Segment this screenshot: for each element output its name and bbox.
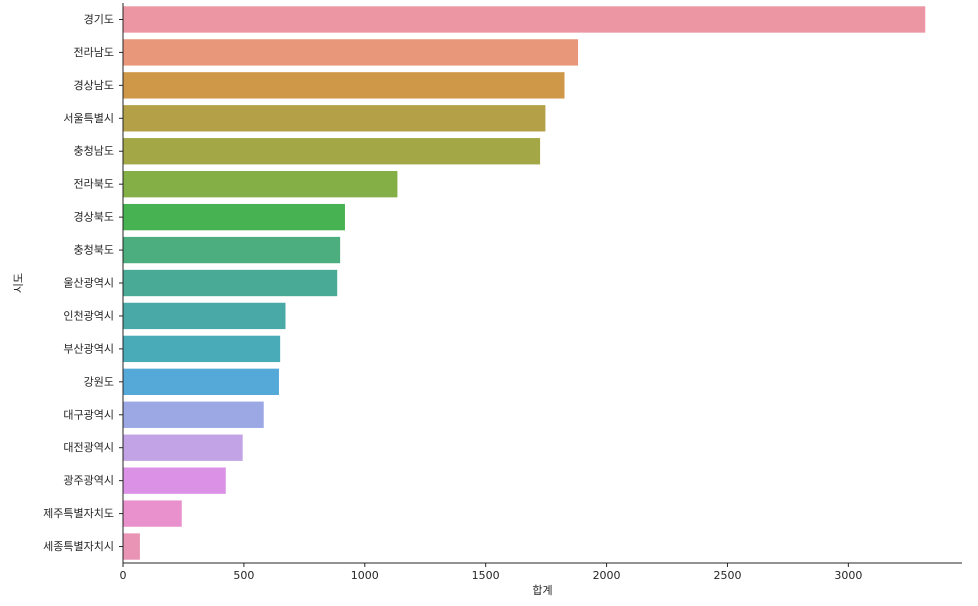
- bar: [123, 401, 264, 428]
- bar: [123, 138, 541, 165]
- bar: [123, 500, 182, 527]
- bar: [123, 105, 546, 132]
- y-tick-label: 제주특별자치도: [43, 507, 114, 520]
- bar: [123, 302, 286, 330]
- x-tick-labels: 0 500 1000 1500 2000 2500 3000: [120, 569, 863, 582]
- bar: [123, 72, 565, 99]
- bar: [123, 533, 140, 560]
- x-tick-label: 1000: [351, 569, 379, 582]
- x-tick-label: 0: [120, 569, 127, 582]
- y-tick-label: 대전광역시: [63, 441, 114, 454]
- x-tick-label: 3000: [834, 569, 862, 582]
- y-tick-label: 대구광역시: [63, 408, 114, 421]
- bar: [123, 6, 926, 33]
- bar: [123, 434, 243, 461]
- bar: [123, 171, 398, 198]
- y-tick-label: 경기도: [84, 13, 114, 26]
- y-tick-label: 전라북도: [74, 178, 114, 191]
- x-tick-marks: [122, 563, 849, 567]
- bar: [123, 368, 279, 395]
- x-tick-label: 2000: [593, 569, 621, 582]
- y-tick-label: 세종특별자치시: [43, 540, 114, 553]
- y-tick-label: 서울특별시: [63, 112, 114, 125]
- y-tick-label: 부산광역시: [63, 342, 114, 355]
- y-tick-label: 전라남도: [74, 46, 114, 59]
- y-tick-labels: 경기도전라남도경상남도서울특별시충청남도전라북도경상북도충청북도울산광역시인천광…: [43, 13, 114, 553]
- x-tick-label: 500: [233, 569, 254, 582]
- y-axis-label: 시도: [12, 273, 25, 293]
- y-tick-label: 울산광역시: [63, 277, 114, 290]
- y-tick-label: 광주광역시: [63, 474, 114, 487]
- bar: [123, 236, 341, 264]
- y-tick-label: 강원도: [84, 375, 114, 388]
- y-tick-label: 인천광역시: [63, 308, 114, 322]
- x-tick-label: 1500: [472, 569, 500, 582]
- bars-group: [123, 6, 926, 560]
- y-tick-label: 충청북도: [74, 244, 114, 257]
- bar: [123, 335, 281, 363]
- x-axis-label: 합계: [532, 584, 552, 597]
- y-tick-marks: [119, 18, 123, 548]
- y-tick-label: 경상북도: [74, 211, 114, 224]
- bar: [123, 467, 226, 494]
- bar: [123, 269, 338, 297]
- y-tick-label: 충청남도: [74, 145, 114, 158]
- bar: [123, 203, 345, 231]
- x-tick-label: 2500: [713, 569, 741, 582]
- bar: [123, 39, 579, 66]
- y-tick-label: 경상남도: [74, 79, 114, 92]
